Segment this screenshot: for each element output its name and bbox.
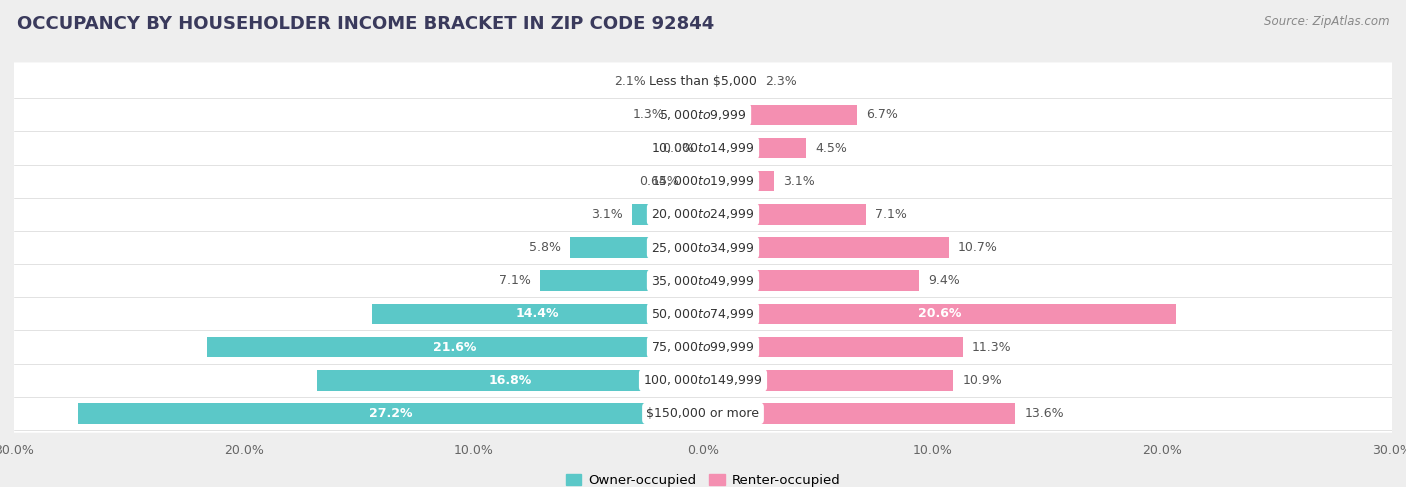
Bar	[703, 403, 1015, 424]
Text: 5.8%: 5.8%	[529, 241, 561, 254]
Text: 13.6%: 13.6%	[1025, 407, 1064, 420]
Text: $5,000 to $9,999: $5,000 to $9,999	[659, 108, 747, 122]
Text: OCCUPANCY BY HOUSEHOLDER INCOME BRACKET IN ZIP CODE 92844: OCCUPANCY BY HOUSEHOLDER INCOME BRACKET …	[17, 15, 714, 33]
Text: 3.1%: 3.1%	[783, 175, 815, 187]
Text: 20.6%: 20.6%	[918, 307, 962, 320]
Bar	[673, 105, 703, 125]
Bar	[631, 204, 703, 225]
Bar	[703, 370, 953, 391]
FancyBboxPatch shape	[0, 394, 1406, 432]
Text: 27.2%: 27.2%	[368, 407, 412, 420]
Text: 4.5%: 4.5%	[815, 142, 848, 154]
FancyBboxPatch shape	[0, 262, 1406, 300]
Text: 21.6%: 21.6%	[433, 340, 477, 354]
Text: 2.1%: 2.1%	[614, 75, 645, 88]
Bar	[703, 105, 856, 125]
Text: $100,000 to $149,999: $100,000 to $149,999	[644, 373, 762, 387]
Text: Less than $5,000: Less than $5,000	[650, 75, 756, 88]
FancyBboxPatch shape	[0, 228, 1406, 267]
Text: Source: ZipAtlas.com: Source: ZipAtlas.com	[1264, 15, 1389, 28]
Bar	[703, 303, 1175, 324]
Text: 2.3%: 2.3%	[765, 75, 797, 88]
Text: $35,000 to $49,999: $35,000 to $49,999	[651, 274, 755, 288]
Bar	[703, 138, 807, 158]
Text: 9.4%: 9.4%	[928, 274, 960, 287]
Legend: Owner-occupied, Renter-occupied: Owner-occupied, Renter-occupied	[560, 469, 846, 487]
Bar	[703, 237, 949, 258]
Bar	[79, 403, 703, 424]
Text: 6.7%: 6.7%	[866, 108, 898, 121]
Text: 10.7%: 10.7%	[957, 241, 998, 254]
Text: $50,000 to $74,999: $50,000 to $74,999	[651, 307, 755, 321]
Text: 16.8%: 16.8%	[488, 374, 531, 387]
FancyBboxPatch shape	[0, 295, 1406, 333]
Text: $20,000 to $24,999: $20,000 to $24,999	[651, 207, 755, 222]
FancyBboxPatch shape	[0, 328, 1406, 366]
FancyBboxPatch shape	[0, 195, 1406, 234]
Text: 7.1%: 7.1%	[499, 274, 531, 287]
Bar	[703, 270, 920, 291]
Text: 3.1%: 3.1%	[591, 208, 623, 221]
Bar	[373, 303, 703, 324]
FancyBboxPatch shape	[0, 95, 1406, 134]
Bar	[540, 270, 703, 291]
Text: $25,000 to $34,999: $25,000 to $34,999	[651, 241, 755, 255]
Text: $150,000 or more: $150,000 or more	[647, 407, 759, 420]
Bar	[703, 337, 963, 357]
Text: 0.64%: 0.64%	[640, 175, 679, 187]
Bar	[207, 337, 703, 357]
Text: $15,000 to $19,999: $15,000 to $19,999	[651, 174, 755, 188]
FancyBboxPatch shape	[0, 361, 1406, 399]
Bar	[703, 171, 775, 191]
Bar	[689, 171, 703, 191]
Text: 0.0%: 0.0%	[662, 142, 693, 154]
Text: $10,000 to $14,999: $10,000 to $14,999	[651, 141, 755, 155]
Bar	[318, 370, 703, 391]
Text: $75,000 to $99,999: $75,000 to $99,999	[651, 340, 755, 354]
FancyBboxPatch shape	[0, 129, 1406, 167]
Text: 1.3%: 1.3%	[633, 108, 664, 121]
Text: 11.3%: 11.3%	[972, 340, 1011, 354]
Text: 10.9%: 10.9%	[963, 374, 1002, 387]
Text: 14.4%: 14.4%	[516, 307, 560, 320]
Text: 7.1%: 7.1%	[875, 208, 907, 221]
Bar	[703, 72, 756, 92]
Bar	[703, 204, 866, 225]
FancyBboxPatch shape	[0, 162, 1406, 201]
FancyBboxPatch shape	[0, 62, 1406, 101]
Bar	[655, 72, 703, 92]
Bar	[569, 237, 703, 258]
